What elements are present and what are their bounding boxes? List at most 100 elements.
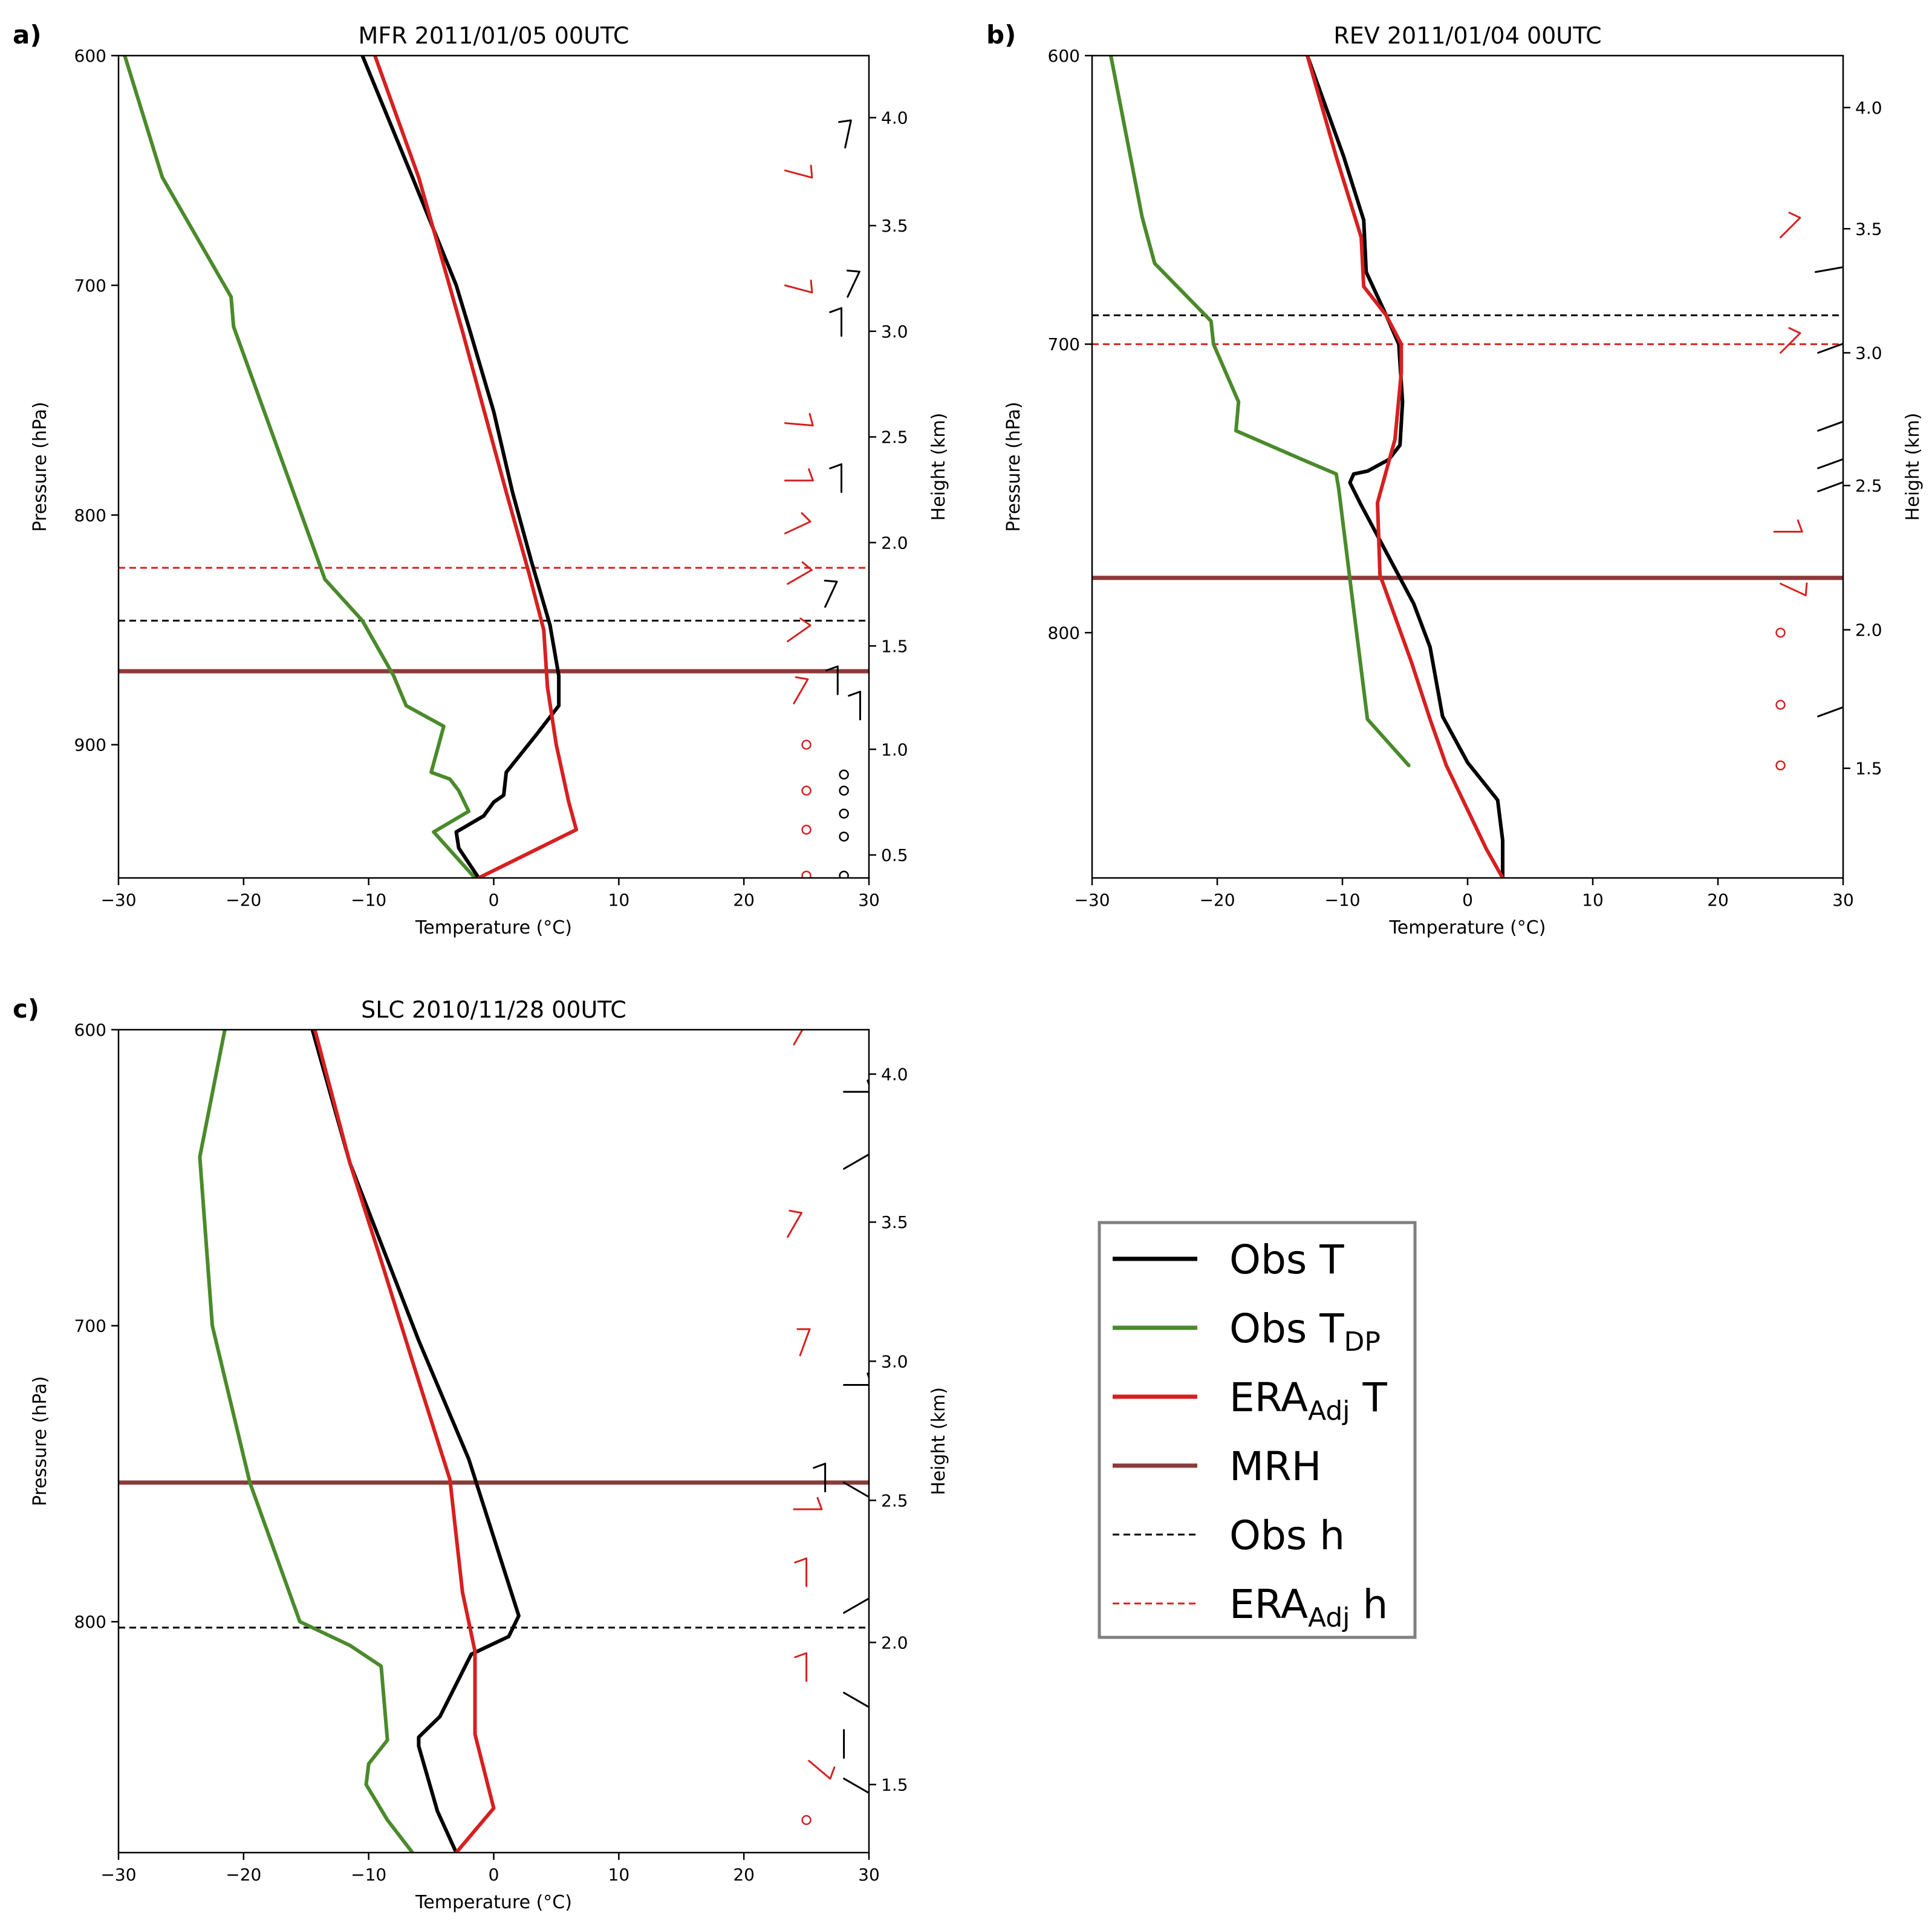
wind-barb: [843, 1154, 869, 1170]
y2-axis-label: Height (km): [1902, 413, 1924, 521]
wind-barb: [808, 1759, 836, 1780]
wind-barb: [794, 1652, 808, 1682]
legend-label: Obs T: [1229, 1236, 1344, 1283]
y2-tick-label: 2.0: [881, 1633, 908, 1652]
series-line-obs_t: [1306, 56, 1504, 878]
chart-title: MFR 2011/01/05 00UTC: [359, 22, 629, 49]
x-tick-label: −30: [100, 1865, 136, 1885]
wind-barb: [1817, 342, 1843, 354]
series-line-obs_tdp: [123, 56, 477, 878]
wind-barb: [843, 1481, 869, 1498]
x-tick-label: 0: [489, 1865, 499, 1885]
calm-wind-marker: [801, 870, 812, 878]
wind-barb: [824, 579, 838, 608]
y2-tick-label: 2.5: [881, 427, 908, 447]
panel-label: b): [986, 20, 1016, 50]
x-tick-label: −10: [351, 1865, 386, 1885]
y2-tick-label: 2.5: [881, 1490, 908, 1510]
y2-tick-label: 4.0: [881, 1064, 908, 1084]
x-tick-label: 20: [733, 1865, 755, 1885]
calm-wind-marker: [839, 870, 849, 878]
x-tick-label: 10: [608, 1865, 630, 1885]
x-axis-label: Temperature (°C): [415, 917, 572, 938]
legend-entry-obs_tdp: Obs TDP: [1113, 1305, 1381, 1357]
chart-panel-3: −30 −20 −10 0 10 20 30 600 700 800 4.0 3.5 3.0 2.5 2.0…: [13, 994, 949, 1913]
y2-axis-label: Height (km): [928, 1387, 949, 1495]
x-axis-label: Temperature (°C): [415, 1892, 572, 1913]
x-tick-label: 0: [1462, 890, 1473, 910]
x-tick-label: −10: [351, 890, 386, 910]
wind-barb: [1817, 481, 1843, 493]
x-tick-label: −20: [226, 1865, 261, 1885]
wind-barb: [784, 468, 814, 482]
legend: Obs T Obs TDP ERAAdj T MRH Obs h ERAAdj h: [1098, 1221, 1417, 1639]
y-tick-label: 800: [1048, 623, 1080, 643]
y2-tick-label: 1.5: [881, 636, 908, 656]
series-line-era_t: [1306, 56, 1504, 878]
y2-tick-label: 1.5: [1855, 759, 1882, 779]
wind-barb: [843, 1692, 869, 1708]
y2-tick-label: 4.0: [1855, 98, 1882, 118]
chart-panel-1: −30 −20 −10 0 10 20 30 600 700 800 900 4.0 3.5 3.0 2.5…: [13, 20, 949, 938]
calm-wind-marker: [839, 785, 849, 796]
calm-wind-marker: [839, 831, 849, 842]
y2-tick-label: 3.5: [881, 216, 908, 236]
y2-tick-label: 1.0: [881, 739, 908, 759]
x-tick-label: 0: [489, 890, 499, 910]
chart-panel-2: −30 −20 −10 0 10 20 30 600 700 800 4.0 3.5 3.0 2.5 2.0…: [986, 20, 1924, 938]
legend-label: ERAAdj h: [1229, 1581, 1388, 1633]
legend-label: Obs h: [1229, 1512, 1345, 1559]
x-tick-label: 10: [608, 890, 630, 910]
panels: −30 −20 −10 0 10 20 30 600 700 800 900 4.0 3.5 3.0 2.5…: [13, 20, 1924, 1913]
wind-barb: [793, 1496, 823, 1510]
wind-barb: [784, 164, 813, 179]
x-tick-label: −20: [1199, 890, 1235, 910]
calm-wind-marker: [1775, 760, 1786, 771]
legend-label: Obs TDP: [1229, 1305, 1381, 1357]
chart-title: SLC 2010/11/28 00UTC: [361, 996, 626, 1023]
series-line-obs_t: [360, 56, 561, 878]
wind-barb: [813, 1463, 827, 1493]
x-tick-label: 30: [858, 890, 880, 910]
wind-barb: [787, 617, 812, 643]
x-tick-label: −20: [226, 890, 261, 910]
x-tick-label: 10: [1582, 890, 1604, 910]
wind-barb: [1780, 582, 1808, 597]
calm-wind-marker: [1775, 628, 1786, 638]
wind-barb: [1780, 212, 1801, 239]
calm-wind-marker: [1775, 700, 1786, 710]
wind-barb: [846, 270, 860, 298]
x-tick-label: 20: [1707, 890, 1729, 910]
wind-barb: [1773, 519, 1803, 533]
wind-barb: [796, 1328, 811, 1356]
y-tick-label: 600: [1048, 46, 1080, 66]
wind-barb: [793, 676, 809, 704]
y-tick-label: 700: [74, 1316, 106, 1336]
legend-entry-obs_h: Obs h: [1113, 1512, 1345, 1559]
panel-label: c): [13, 994, 39, 1024]
legend-label: MRH: [1229, 1443, 1321, 1490]
wind-barb: [1817, 420, 1843, 432]
wind-barb: [1780, 327, 1801, 354]
y2-tick-label: 3.5: [1855, 219, 1882, 239]
y-tick-label: 800: [74, 1612, 106, 1632]
y2-tick-label: 2.5: [1855, 476, 1882, 496]
series-line-era_t: [373, 56, 578, 878]
legend-entry-era_t: ERAAdj T: [1113, 1374, 1388, 1426]
series-line-era_t: [313, 1030, 496, 1853]
y2-tick-label: 3.0: [1855, 343, 1882, 363]
legend-entry-mrh: MRH: [1113, 1443, 1321, 1490]
y2-tick-label: 0.5: [881, 845, 908, 865]
calm-wind-marker: [801, 739, 812, 750]
y2-tick-label: 2.0: [881, 533, 908, 553]
panel-label: a): [13, 20, 42, 50]
calm-wind-marker: [839, 808, 849, 819]
calm-wind-marker: [801, 1815, 812, 1825]
calm-wind-marker: [839, 769, 849, 780]
wind-barb: [848, 690, 861, 721]
wind-barb: [784, 512, 812, 534]
y-tick-label: 800: [74, 505, 106, 525]
y-axis-label: Pressure (hPa): [1003, 401, 1024, 531]
x-tick-label: −10: [1324, 890, 1360, 910]
